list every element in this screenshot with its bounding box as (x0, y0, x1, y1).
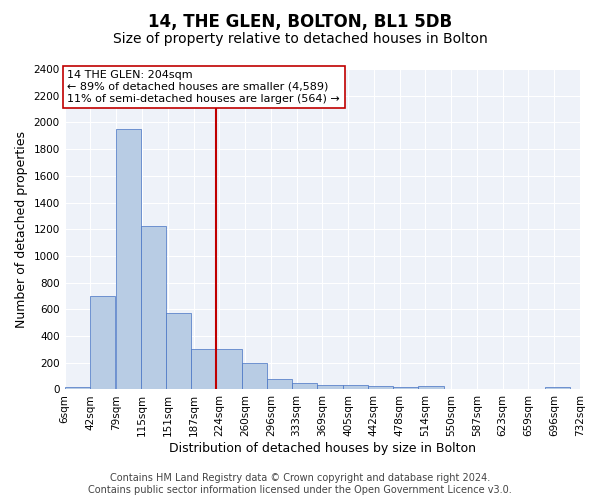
Y-axis label: Number of detached properties: Number of detached properties (15, 130, 28, 328)
Bar (116, 129, 140, 390)
Text: Size of property relative to detached houses in Bolton: Size of property relative to detached ho… (113, 32, 487, 46)
X-axis label: Distribution of detached houses by size in Bolton: Distribution of detached houses by size … (169, 442, 476, 455)
Bar (545, 387, 570, 390)
Bar (65, 388, 90, 390)
Bar (266, 379, 292, 390)
Text: 14, THE GLEN, BOLTON, BL1 5DB: 14, THE GLEN, BOLTON, BL1 5DB (148, 12, 452, 30)
Bar (292, 384, 317, 390)
Bar (166, 314, 191, 390)
Bar (343, 385, 368, 390)
Text: Contains HM Land Registry data © Crown copyright and database right 2024.
Contai: Contains HM Land Registry data © Crown c… (88, 474, 512, 495)
Bar (317, 385, 343, 390)
Bar (418, 386, 443, 390)
Bar (140, 226, 166, 390)
Bar (394, 387, 418, 390)
Bar (217, 348, 242, 390)
Bar (242, 363, 266, 390)
Text: 14 THE GLEN: 204sqm
← 89% of detached houses are smaller (4,589)
11% of semi-det: 14 THE GLEN: 204sqm ← 89% of detached ho… (67, 70, 340, 104)
Bar (90, 296, 115, 390)
Bar (191, 348, 216, 390)
Bar (368, 386, 394, 390)
